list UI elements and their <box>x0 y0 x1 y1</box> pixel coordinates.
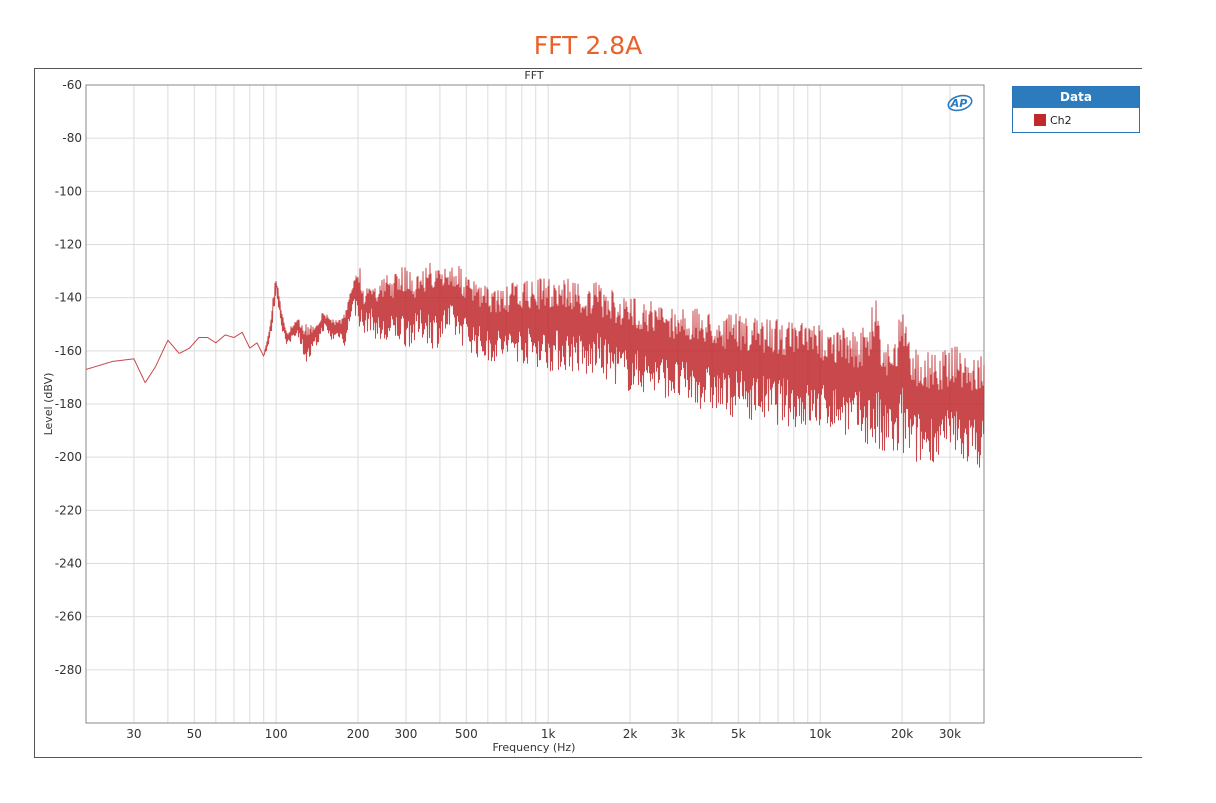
x-tick-labels: 30 50 100 200 300 500 1k 2k 3k 5k 10k 20k 30k <box>126 727 961 741</box>
x-tick-label: 300 <box>394 727 417 741</box>
x-tick-label: 200 <box>347 727 370 741</box>
x-tick-label: 5k <box>731 727 746 741</box>
x-tick-label: 50 <box>187 727 202 741</box>
y-tick-label: -220 <box>55 503 82 517</box>
y-tick-label: -200 <box>55 450 82 464</box>
y-tick-labels: -60 -80 -100 -120 -140 -160 -180 -200 -220 -240 -2… <box>55 78 82 677</box>
x-tick-label: 2k <box>623 727 638 741</box>
x-tick-label: 10k <box>809 727 831 741</box>
y-tick-label: -140 <box>55 291 82 305</box>
y-tick-label: -120 <box>55 238 82 252</box>
x-tick-label: 3k <box>671 727 686 741</box>
y-tick-label: -180 <box>55 397 82 411</box>
series-ch2-line <box>85 262 985 468</box>
legend-swatch <box>1034 114 1046 126</box>
x-tick-label: 100 <box>265 727 288 741</box>
grid-lines <box>86 84 984 723</box>
series-layer <box>85 262 985 468</box>
legend-header: Data <box>1013 87 1139 108</box>
y-axis-label: Level (dBV) <box>42 373 55 436</box>
x-tick-label: 30k <box>939 727 961 741</box>
legend: Data Ch2 <box>1012 86 1140 133</box>
y-tick-label: -240 <box>55 557 82 571</box>
y-tick-label: -280 <box>55 663 82 677</box>
x-tick-label: 1k <box>541 727 556 741</box>
chart-frame <box>34 68 1142 758</box>
legend-label: Ch2 <box>1050 113 1072 127</box>
ap-logo: AP <box>947 94 973 112</box>
x-tick-label: 20k <box>891 727 913 741</box>
x-tick-label: 500 <box>455 727 478 741</box>
y-tick-label: -80 <box>62 131 82 145</box>
ap-logo-text: AP <box>950 97 968 110</box>
chart-title: FFT <box>524 69 543 82</box>
y-tick-label: -260 <box>55 610 82 624</box>
y-tick-label: -100 <box>55 184 82 198</box>
x-axis-label: Frequency (Hz) <box>493 741 576 754</box>
x-tick-label: 30 <box>126 727 141 741</box>
y-tick-label: -60 <box>62 78 82 92</box>
page-title: FFT 2.8A <box>533 31 643 60</box>
y-tick-label: -160 <box>55 344 82 358</box>
legend-item-ch2[interactable]: Ch2 <box>1013 108 1139 132</box>
